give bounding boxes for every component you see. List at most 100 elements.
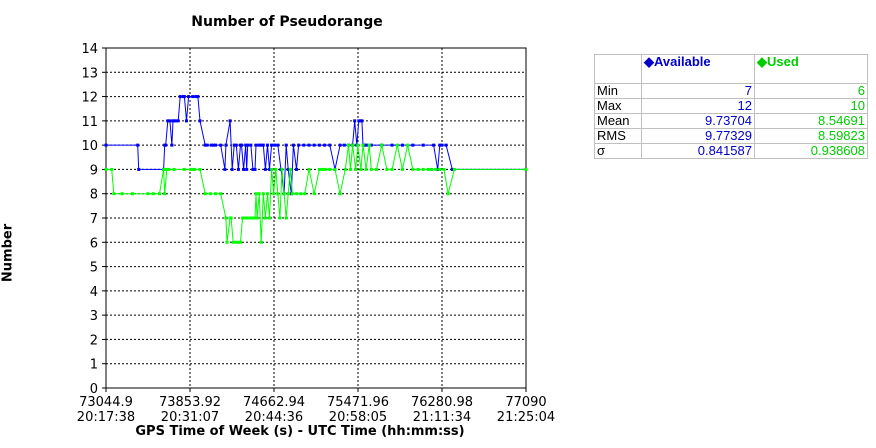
data-point-available — [230, 167, 234, 171]
data-point-used — [248, 216, 252, 220]
data-point-available — [342, 143, 346, 147]
data-point-used — [411, 167, 415, 171]
data-point-available — [363, 143, 367, 147]
data-point-used — [255, 216, 259, 220]
data-point-used — [320, 167, 324, 171]
data-point-used — [282, 192, 286, 196]
stats-row-label: Mean — [594, 113, 642, 129]
data-point-used — [193, 167, 197, 171]
data-point-used — [338, 192, 342, 196]
x-tick-label-utc: 21:11:34 — [413, 410, 471, 425]
data-point-used — [259, 240, 263, 244]
x-tick-label-tow: 74662.94 — [243, 395, 305, 410]
data-point-available — [187, 95, 191, 99]
data-point-used — [346, 143, 350, 147]
data-point-used — [446, 192, 450, 196]
data-point-available — [421, 143, 425, 147]
statistics-table: ◆Available ◆Used Min 7 6 Max 12 10 Mean … — [594, 54, 868, 159]
data-point-used — [369, 167, 373, 171]
data-point-used — [208, 192, 212, 196]
data-point-used — [442, 167, 446, 171]
data-point-used — [272, 192, 276, 196]
data-point-used — [165, 167, 169, 171]
data-point-used — [307, 167, 311, 171]
data-point-used — [157, 192, 161, 196]
data-point-used — [234, 240, 238, 244]
data-point-used — [238, 240, 242, 244]
stats-row-rms: RMS 9.77329 8.59823 — [594, 128, 868, 144]
data-point-used — [390, 167, 394, 171]
data-point-available — [254, 143, 258, 147]
data-point-used — [167, 167, 171, 171]
data-point-used — [367, 143, 371, 147]
data-point-used — [278, 216, 282, 220]
data-point-used — [257, 192, 261, 196]
data-point-available — [184, 119, 188, 123]
data-point-used — [104, 167, 108, 171]
data-point-available — [246, 143, 250, 147]
data-point-used — [328, 167, 332, 171]
stats-corner-cell — [594, 54, 642, 84]
data-point-used — [385, 167, 389, 171]
data-point-available — [390, 143, 394, 147]
y-tick-label: 8 — [90, 188, 98, 203]
data-point-available — [317, 143, 321, 147]
data-point-available — [251, 167, 255, 171]
data-point-used — [400, 167, 404, 171]
data-point-available — [211, 143, 215, 147]
x-axis-label: GPS Time of Week (s) - UTC Time (hh:mm:s… — [135, 424, 465, 439]
data-point-available — [168, 119, 172, 123]
y-tick-label: 3 — [90, 309, 98, 324]
data-point-available — [450, 167, 454, 171]
stats-header-used: ◆Used — [754, 54, 868, 84]
data-point-available — [302, 143, 306, 147]
data-point-used — [253, 216, 257, 220]
data-point-used — [524, 167, 528, 171]
stats-row-label: Min — [594, 83, 642, 99]
data-point-available — [400, 143, 404, 147]
stats-used-value: 10 — [754, 98, 868, 114]
data-point-used — [243, 216, 247, 220]
stats-available-value: 12 — [641, 98, 755, 114]
data-point-used — [219, 192, 223, 196]
data-point-available — [104, 143, 108, 147]
data-point-available — [276, 143, 280, 147]
stats-available-value: 9.77329 — [641, 128, 755, 144]
data-point-used — [214, 192, 218, 196]
y-tick-label: 1 — [90, 358, 98, 373]
data-point-used — [203, 192, 207, 196]
data-point-used — [254, 192, 258, 196]
data-point-available — [360, 119, 364, 123]
data-point-available — [176, 119, 180, 123]
data-point-used — [120, 192, 124, 196]
data-point-available — [178, 95, 182, 99]
x-tick-label-tow: 76280.98 — [411, 395, 473, 410]
data-point-used — [288, 167, 292, 171]
data-point-available — [411, 143, 415, 147]
data-point-available — [444, 143, 448, 147]
y-tick-label: 4 — [90, 285, 98, 300]
stats-header-available: ◆Available — [641, 54, 755, 84]
data-point-available — [265, 143, 269, 147]
data-point-used — [295, 192, 299, 196]
data-point-available — [259, 143, 263, 147]
data-point-used — [112, 192, 116, 196]
data-point-available — [172, 119, 176, 123]
data-point-available — [438, 143, 442, 147]
data-point-used — [245, 216, 249, 220]
data-point-used — [110, 167, 114, 171]
data-point-used — [395, 143, 399, 147]
data-point-available — [209, 143, 213, 147]
y-tick-label: 11 — [81, 115, 98, 130]
data-point-used — [231, 240, 235, 244]
chart-title: Number of Pseudorange — [191, 14, 383, 30]
data-point-available — [270, 143, 274, 147]
stats-header-row: ◆Available ◆Used — [594, 54, 868, 84]
y-tick-label: 7 — [90, 212, 98, 227]
data-point-used — [406, 143, 410, 147]
data-point-available — [228, 119, 232, 123]
data-point-used — [241, 216, 245, 220]
data-point-used — [250, 216, 254, 220]
y-tick-label: 5 — [90, 261, 98, 276]
